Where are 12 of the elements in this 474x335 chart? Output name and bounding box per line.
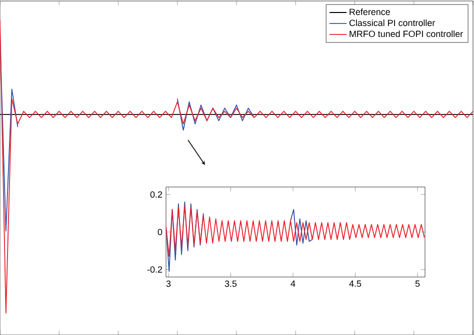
y-tick-label: 0 (158, 228, 162, 236)
y-tick-label: 0.2 (150, 191, 162, 198)
legend-label: MRFO tuned FOPI controller (350, 30, 463, 38)
x-tick-label: 4 (290, 280, 296, 287)
y-tick-label: -0.2 (147, 266, 162, 273)
legend-label: Reference (350, 8, 390, 16)
x-tick-label: 5 (415, 280, 420, 287)
x-tick-label: 3.5 (224, 280, 237, 287)
line-series (166, 205, 425, 257)
x-tick-label: 3 (166, 280, 171, 287)
x-tick-label: 4.5 (349, 280, 362, 287)
legend-label: Classical PI controller (349, 19, 436, 26)
